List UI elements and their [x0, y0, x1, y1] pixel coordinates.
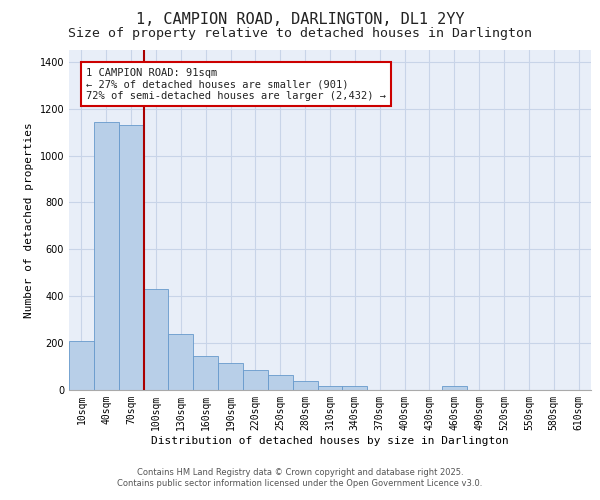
Bar — [293, 380, 317, 390]
Bar — [317, 386, 343, 390]
Bar — [243, 370, 268, 390]
Text: 1 CAMPION ROAD: 91sqm
← 27% of detached houses are smaller (901)
72% of semi-det: 1 CAMPION ROAD: 91sqm ← 27% of detached … — [86, 68, 386, 101]
Y-axis label: Number of detached properties: Number of detached properties — [24, 122, 34, 318]
Bar — [69, 341, 94, 390]
Text: Contains HM Land Registry data © Crown copyright and database right 2025.
Contai: Contains HM Land Registry data © Crown c… — [118, 468, 482, 487]
Text: 1, CAMPION ROAD, DARLINGTON, DL1 2YY: 1, CAMPION ROAD, DARLINGTON, DL1 2YY — [136, 12, 464, 28]
Bar — [94, 122, 119, 390]
Bar — [268, 375, 293, 390]
Bar — [218, 363, 243, 390]
Bar — [143, 289, 169, 390]
Bar — [343, 386, 367, 390]
Bar — [442, 386, 467, 390]
Bar — [169, 334, 193, 390]
Text: Size of property relative to detached houses in Darlington: Size of property relative to detached ho… — [68, 28, 532, 40]
Bar — [193, 356, 218, 390]
Bar — [119, 125, 143, 390]
X-axis label: Distribution of detached houses by size in Darlington: Distribution of detached houses by size … — [151, 436, 509, 446]
